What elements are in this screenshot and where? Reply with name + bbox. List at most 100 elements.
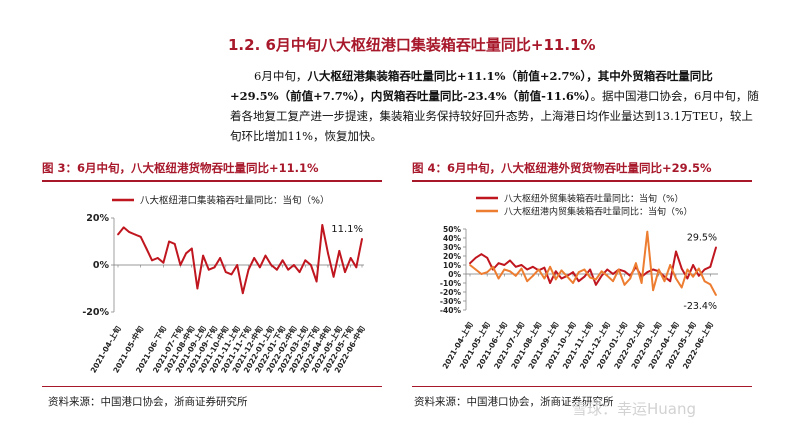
data-point xyxy=(549,265,551,268)
data-point xyxy=(635,262,637,265)
figure-4-title: 图 4：6月中旬，八大枢纽港外贸货物吞吐量同比+29.5% xyxy=(412,161,712,175)
data-point xyxy=(162,261,165,264)
y-tick-label: -40% xyxy=(440,306,462,315)
data-point xyxy=(497,277,500,280)
data-point xyxy=(474,256,477,259)
data-point xyxy=(281,259,284,262)
data-point xyxy=(514,274,517,277)
data-point xyxy=(179,264,182,266)
body-paragraph: 6月中旬，八大枢纽港集装箱吞吐量同比+11.1%（前值+2.7%），其中外贸箱吞… xyxy=(230,66,760,146)
data-point xyxy=(600,270,603,273)
data-point xyxy=(572,271,574,274)
data-point xyxy=(594,278,597,281)
data-point xyxy=(640,282,643,284)
y-tick-label: -20% xyxy=(440,288,462,297)
data-point xyxy=(298,271,301,273)
data-point xyxy=(697,274,700,277)
data-point xyxy=(709,283,712,286)
data-point xyxy=(469,262,471,265)
data-point xyxy=(321,224,324,226)
data-point xyxy=(151,259,153,262)
data-point xyxy=(652,268,654,271)
data-point xyxy=(338,250,341,252)
data-point xyxy=(612,273,614,275)
data-point xyxy=(509,259,511,262)
data-point xyxy=(583,268,586,271)
data-point xyxy=(566,275,569,278)
data-point xyxy=(680,286,683,289)
data-point xyxy=(190,247,193,250)
data-point xyxy=(213,266,216,269)
data-point xyxy=(486,256,489,259)
data-point xyxy=(264,254,267,257)
data-point xyxy=(657,268,660,271)
data-point xyxy=(652,289,654,292)
data-point xyxy=(589,268,592,271)
data-point xyxy=(173,242,176,245)
data-point xyxy=(577,280,580,283)
paragraph-highlight: 八大枢纽港集装箱吞吐量同比+11.1%（前值+2.7%），其中外贸箱吞吐量同比+… xyxy=(230,69,713,103)
data-point xyxy=(287,268,290,271)
data-point xyxy=(526,280,529,283)
data-point xyxy=(310,264,312,266)
y-tick-label: 20% xyxy=(443,252,461,261)
paragraph-intro: 6月中旬， xyxy=(254,69,308,83)
data-point xyxy=(594,283,597,286)
data-point xyxy=(315,280,318,283)
data-point xyxy=(247,268,250,271)
data-point xyxy=(520,267,523,270)
data-point xyxy=(583,275,586,278)
paragraph-rest: 。据中国港口协会，6月中旬，随着各地复工复产进一步提速，集装箱业务保持较好回升态… xyxy=(230,89,759,143)
data-point xyxy=(663,280,666,283)
legend-label-1: 八大枢纽港内贸集装箱吞吐量同比：当旬（%） xyxy=(504,206,693,218)
data-point xyxy=(560,277,563,280)
data-point xyxy=(680,267,683,270)
figure-4-source-rule xyxy=(412,386,752,387)
data-point xyxy=(532,265,534,268)
data-point xyxy=(122,226,125,229)
data-point xyxy=(715,246,717,249)
series-line-0 xyxy=(469,247,717,286)
figure-4-source: 资料来源：中国港口协会，浙商证券研究所 xyxy=(414,396,614,408)
data-point xyxy=(185,252,187,255)
data-point xyxy=(156,257,159,259)
data-point xyxy=(480,253,483,256)
data-point xyxy=(327,252,329,255)
end-value-label: 11.1% xyxy=(331,224,363,235)
data-point xyxy=(332,275,335,278)
data-point xyxy=(703,280,706,283)
end-value-label: 29.5% xyxy=(687,232,717,243)
data-point xyxy=(554,278,557,281)
data-point xyxy=(526,268,529,271)
data-point xyxy=(686,277,689,280)
data-point xyxy=(202,254,205,257)
data-point xyxy=(549,282,551,284)
series-line-0 xyxy=(117,224,363,295)
data-point xyxy=(486,271,489,274)
legend-label-0: 八大枢纽外贸集装箱吞吐量同比：当旬（%） xyxy=(504,193,684,205)
data-point xyxy=(344,271,346,273)
y-tick-label: -20% xyxy=(82,307,109,318)
data-point xyxy=(520,264,523,266)
figure-3-rule xyxy=(42,180,382,182)
data-point xyxy=(577,271,580,274)
data-point xyxy=(230,273,233,276)
data-point xyxy=(361,238,363,240)
figure-4-rule xyxy=(412,180,752,182)
data-point xyxy=(686,268,689,271)
data-point xyxy=(617,268,620,271)
data-point xyxy=(554,270,557,273)
y-tick-label: 0% xyxy=(448,270,461,279)
data-point xyxy=(258,266,261,269)
y-tick-label: 0% xyxy=(93,260,110,271)
data-point xyxy=(623,283,626,286)
data-point xyxy=(543,277,546,280)
section-heading: 1.2. 6月中旬八大枢纽港口集装箱吞吐量同比+11.1% xyxy=(228,36,596,54)
data-point xyxy=(128,231,131,233)
chart-port-throughput-yoy: 八大枢纽港口集装箱吞吐量同比：当旬（%）20%0%-20%2021-04-上旬2… xyxy=(82,195,367,375)
data-point xyxy=(117,233,119,236)
data-point xyxy=(543,266,546,269)
data-point xyxy=(270,264,273,266)
y-tick-label: -10% xyxy=(440,279,462,288)
data-point xyxy=(145,247,148,250)
